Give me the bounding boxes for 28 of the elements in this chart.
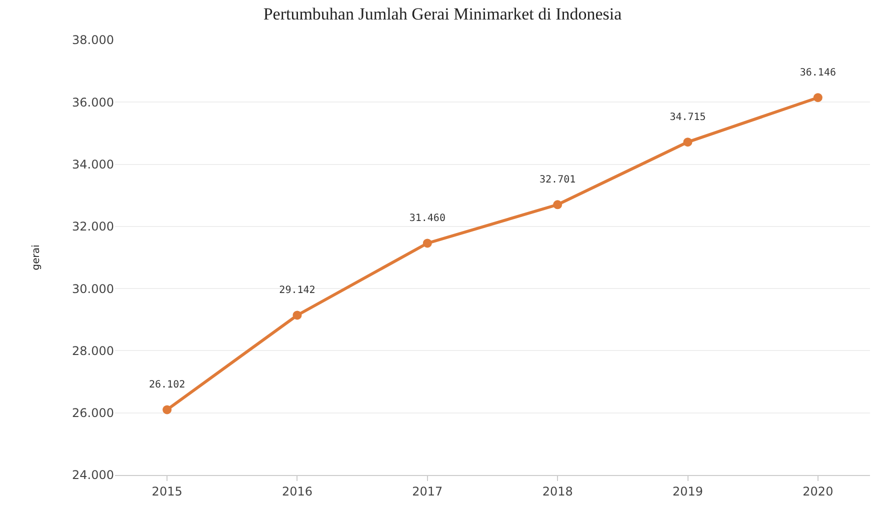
y-tick-label: 36.000 <box>72 95 114 110</box>
data-label: 34.715 <box>670 112 706 123</box>
y-tick-label: 28.000 <box>72 344 114 358</box>
x-tick-label: 2017 <box>412 484 443 498</box>
point <box>683 138 692 147</box>
point <box>292 310 302 320</box>
data-label: 31.460 <box>409 213 446 224</box>
point <box>422 238 432 248</box>
x-tick-label: 2016 <box>282 484 313 498</box>
y-tick-label: 34.000 <box>72 157 114 172</box>
y-tick-label: 26.000 <box>72 406 114 420</box>
y-axis-title: gerai <box>31 244 42 270</box>
x-tick-label: 2015 <box>152 484 182 498</box>
point <box>813 93 822 102</box>
x-tick-label: 2019 <box>672 484 704 498</box>
point <box>553 200 562 210</box>
data-label: 36.146 <box>800 67 836 78</box>
data-label: 29.142 <box>279 285 316 296</box>
x-tick-label: 2018 <box>542 484 573 498</box>
y-tick-label: 38.000 <box>72 33 114 48</box>
point <box>162 405 172 414</box>
y-tick-label: 24.000 <box>72 468 114 482</box>
y-tick-label: 30.000 <box>72 282 114 296</box>
y-tick-label: 32.000 <box>72 220 114 234</box>
x-tick-label: 2020 <box>802 484 834 498</box>
data-label: 26.102 <box>149 380 186 391</box>
chart-title: Pertumbuhan Jumlah Gerai Minimarket di Indonesia <box>263 4 622 24</box>
data-label: 32.701 <box>540 174 576 186</box>
